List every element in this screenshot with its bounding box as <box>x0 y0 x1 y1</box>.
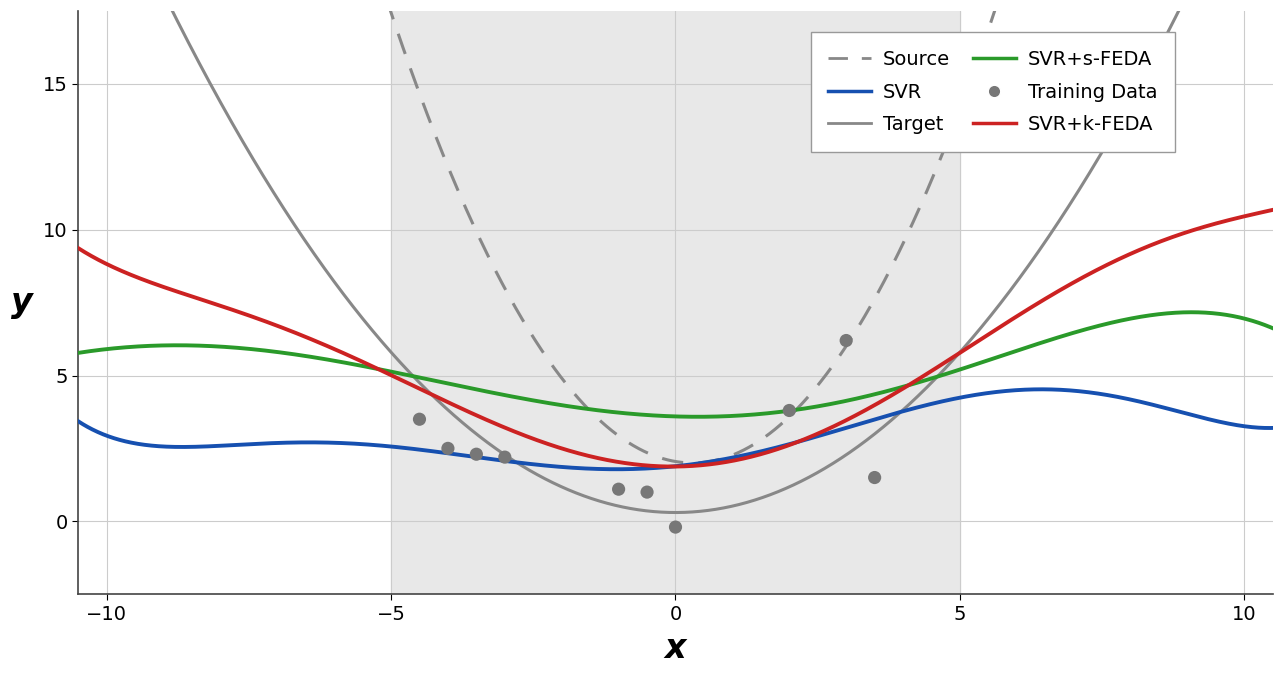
Point <box>410 414 430 425</box>
Point <box>665 522 686 533</box>
Bar <box>392 11 960 594</box>
Point <box>637 487 657 498</box>
Point <box>836 335 856 346</box>
Y-axis label: y: y <box>12 286 33 319</box>
Point <box>609 484 629 495</box>
X-axis label: x: x <box>665 632 686 665</box>
Point <box>779 405 800 416</box>
Point <box>438 443 458 454</box>
Point <box>494 452 515 462</box>
Point <box>864 472 885 483</box>
Point <box>466 449 487 460</box>
Legend: Source, SVR, Target, SVR+s-FEDA, Training Data, SVR+k-FEDA: Source, SVR, Target, SVR+s-FEDA, Trainin… <box>810 32 1175 151</box>
